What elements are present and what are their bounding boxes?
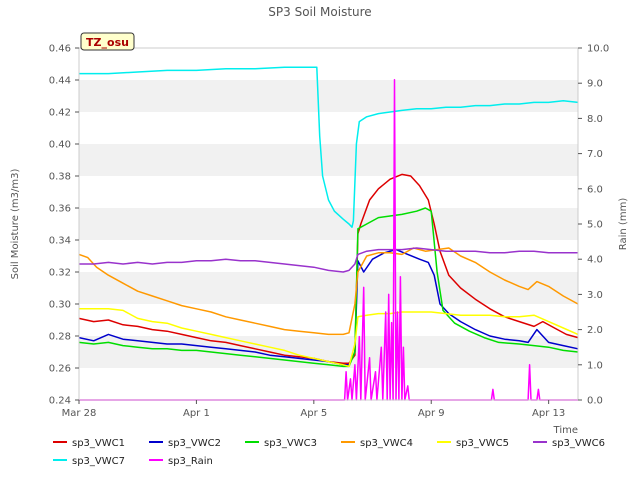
legend-item: sp3_VWC5 <box>437 438 509 449</box>
legend-item: sp3_VWC7 <box>53 456 125 467</box>
series-line-sp3_VWC5 <box>79 308 579 368</box>
y2-tick-label: 1.0 <box>587 360 603 371</box>
x-axis-label: Time <box>553 425 578 436</box>
y-tick-label: 0.46 <box>49 44 71 55</box>
grid-band <box>79 176 578 208</box>
legend-item: sp3_VWC3 <box>245 438 317 449</box>
grid-bands <box>79 48 578 400</box>
series-layer <box>78 66 579 401</box>
y2-tick-label: 2.0 <box>587 325 603 336</box>
y2-tick-label: 3.0 <box>587 290 603 301</box>
y-axis-label: Soil Moisture (m3/m3) <box>10 169 21 280</box>
grid-band <box>79 208 578 240</box>
y2-tick-label: 0.0 <box>587 396 603 407</box>
grid-band <box>79 304 578 336</box>
legend-item: sp3_VWC1 <box>53 438 125 449</box>
site-badge: TZ_osu <box>80 32 135 51</box>
y-tick-label: 0.26 <box>49 364 71 375</box>
y2-tick-label: 9.0 <box>587 79 603 90</box>
grid-band <box>79 336 578 368</box>
legend-label: sp3_VWC7 <box>72 456 125 467</box>
y-tick-label: 0.44 <box>49 76 71 87</box>
grid-band <box>79 112 578 144</box>
legend-label: sp3_Rain <box>168 456 213 467</box>
y-tick-label: 0.34 <box>49 236 71 247</box>
grid-band <box>79 80 578 112</box>
y-tick-label: 0.32 <box>49 268 71 279</box>
legend-label: sp3_VWC1 <box>72 438 125 449</box>
series-line-sp3_VWC3 <box>78 207 579 368</box>
y2-axis-label: Rain (mm) <box>618 198 629 251</box>
site-badge-label: TZ_osu <box>86 36 129 49</box>
legend-label: sp3_VWC6 <box>552 438 605 449</box>
y-tick-label: 0.24 <box>49 396 71 407</box>
y-axis-right: 0.0 1.0 2.0 3.0 4.0 5.0 6.0 7.0 8.0 9.0 10.0 <box>578 44 609 407</box>
legend: sp3_VWC1 sp3_VWC2 sp3_VWC3 sp3_VWC4 sp3_VWC5… <box>53 438 605 467</box>
x-axis: Mar 28 Apr 1 Apr 5 Apr 9 Apr 13 <box>62 400 565 419</box>
y2-tick-label: 7.0 <box>587 149 603 160</box>
y-tick-label: 0.36 <box>49 204 71 215</box>
legend-item: sp3_Rain <box>149 456 213 467</box>
y-tick-label: 0.30 <box>49 300 71 311</box>
series-line-sp3_VWC6 <box>79 247 578 273</box>
grid-band <box>79 240 578 272</box>
y-tick-label: 0.28 <box>49 332 71 343</box>
y2-tick-label: 4.0 <box>587 255 603 266</box>
series-line-sp3_Rain <box>79 78 578 401</box>
grid-band <box>79 48 578 80</box>
chart-title: SP3 Soil Moisture <box>268 5 371 19</box>
x-tick-label: Apr 13 <box>532 408 565 419</box>
legend-item: sp3_VWC2 <box>149 438 221 449</box>
series-line-sp3_VWC4 <box>78 247 579 336</box>
y2-tick-label: 6.0 <box>587 184 603 195</box>
legend-item: sp3_VWC4 <box>341 438 413 449</box>
legend-label: sp3_VWC2 <box>168 438 221 449</box>
grid-band <box>79 272 578 304</box>
y2-tick-label: 5.0 <box>587 220 603 231</box>
grid-band <box>79 368 578 400</box>
grid-band <box>79 144 578 176</box>
x-tick-label: Apr 9 <box>418 408 445 419</box>
x-tick-label: Apr 1 <box>183 408 210 419</box>
y-tick-label: 0.38 <box>49 172 71 183</box>
y-axis-left: 0.24 0.26 0.28 0.30 0.32 0.34 0.36 0.38 0.40 0.42… <box>49 44 79 407</box>
x-tick-label: Mar 28 <box>62 408 97 419</box>
x-tick-label: Apr 5 <box>300 408 327 419</box>
y2-tick-label: 8.0 <box>587 114 603 125</box>
legend-item: sp3_VWC6 <box>533 438 605 449</box>
y2-tick-label: 10.0 <box>587 44 609 55</box>
y-tick-label: 0.40 <box>49 140 71 151</box>
series-line-sp3_VWC7 <box>79 66 579 228</box>
y-tick-label: 0.42 <box>49 108 71 119</box>
legend-label: sp3_VWC3 <box>264 438 317 449</box>
legend-label: sp3_VWC5 <box>456 438 509 449</box>
legend-label: sp3_VWC4 <box>360 438 413 449</box>
